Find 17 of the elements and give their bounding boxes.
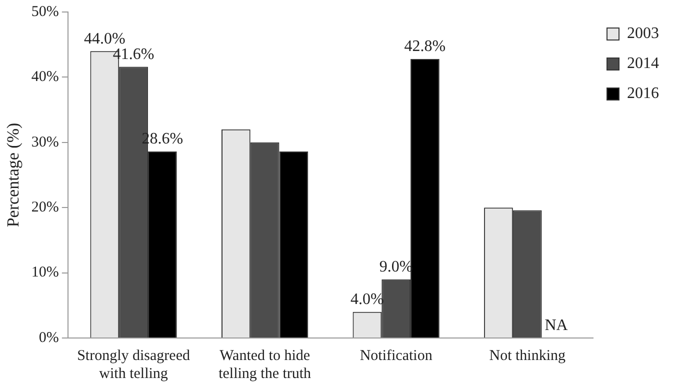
y-tick-label: 30%: [31, 134, 59, 150]
x-tick-label: Strongly disagreed with telling: [77, 348, 190, 382]
y-axis-title: Percentage (%): [4, 122, 23, 228]
text: NA: [544, 317, 568, 334]
x-tick-label: Wanted to hide telling the truth: [218, 348, 312, 382]
data-label: 44.0%: [84, 30, 126, 48]
x-tick-label: Not thinking: [489, 348, 566, 364]
y-tick-label: 50%: [31, 4, 59, 20]
y-tick-label: 0%: [38, 330, 59, 346]
legend-label: 2014: [627, 55, 659, 72]
y-tick-label: 20%: [31, 200, 59, 216]
legend-label: 2003: [627, 25, 659, 42]
y-tick-label: 10%: [31, 264, 59, 281]
y-tick-label: 40%: [31, 69, 59, 86]
x-tick-label: Notification: [360, 348, 433, 364]
data-label: 42.8%: [404, 38, 446, 56]
legend-label: 2016: [627, 85, 659, 102]
